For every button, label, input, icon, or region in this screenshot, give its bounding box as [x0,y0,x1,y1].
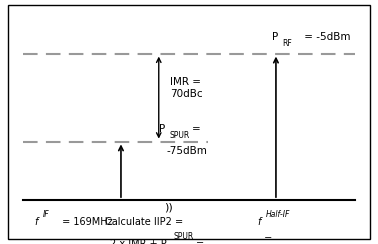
Text: =
1824.5MHz: = 1824.5MHz [261,234,316,244]
Text: SPUR: SPUR [173,232,194,241]
Text: )): )) [164,203,173,213]
Text: P: P [159,124,165,134]
Text: f: f [257,217,260,227]
Text: Calculate IIP2 =: Calculate IIP2 = [105,217,183,227]
Text: =: = [192,124,201,134]
Text: f: f [34,217,37,227]
Text: = -5dBm: = -5dBm [301,32,350,42]
Text: IF: IF [42,210,49,219]
Text: RF: RF [283,39,293,48]
Text: Half-IF: Half-IF [265,210,290,219]
Text: P: P [272,32,279,42]
Text: = 169MHz: = 169MHz [59,217,112,227]
Text: SPUR: SPUR [169,131,190,140]
Text: 2 x IMR + P: 2 x IMR + P [110,239,166,244]
Text: IMR =
70dBc: IMR = 70dBc [170,77,203,99]
Text: =: = [196,239,204,244]
Text: -75dBm: -75dBm [166,146,207,156]
